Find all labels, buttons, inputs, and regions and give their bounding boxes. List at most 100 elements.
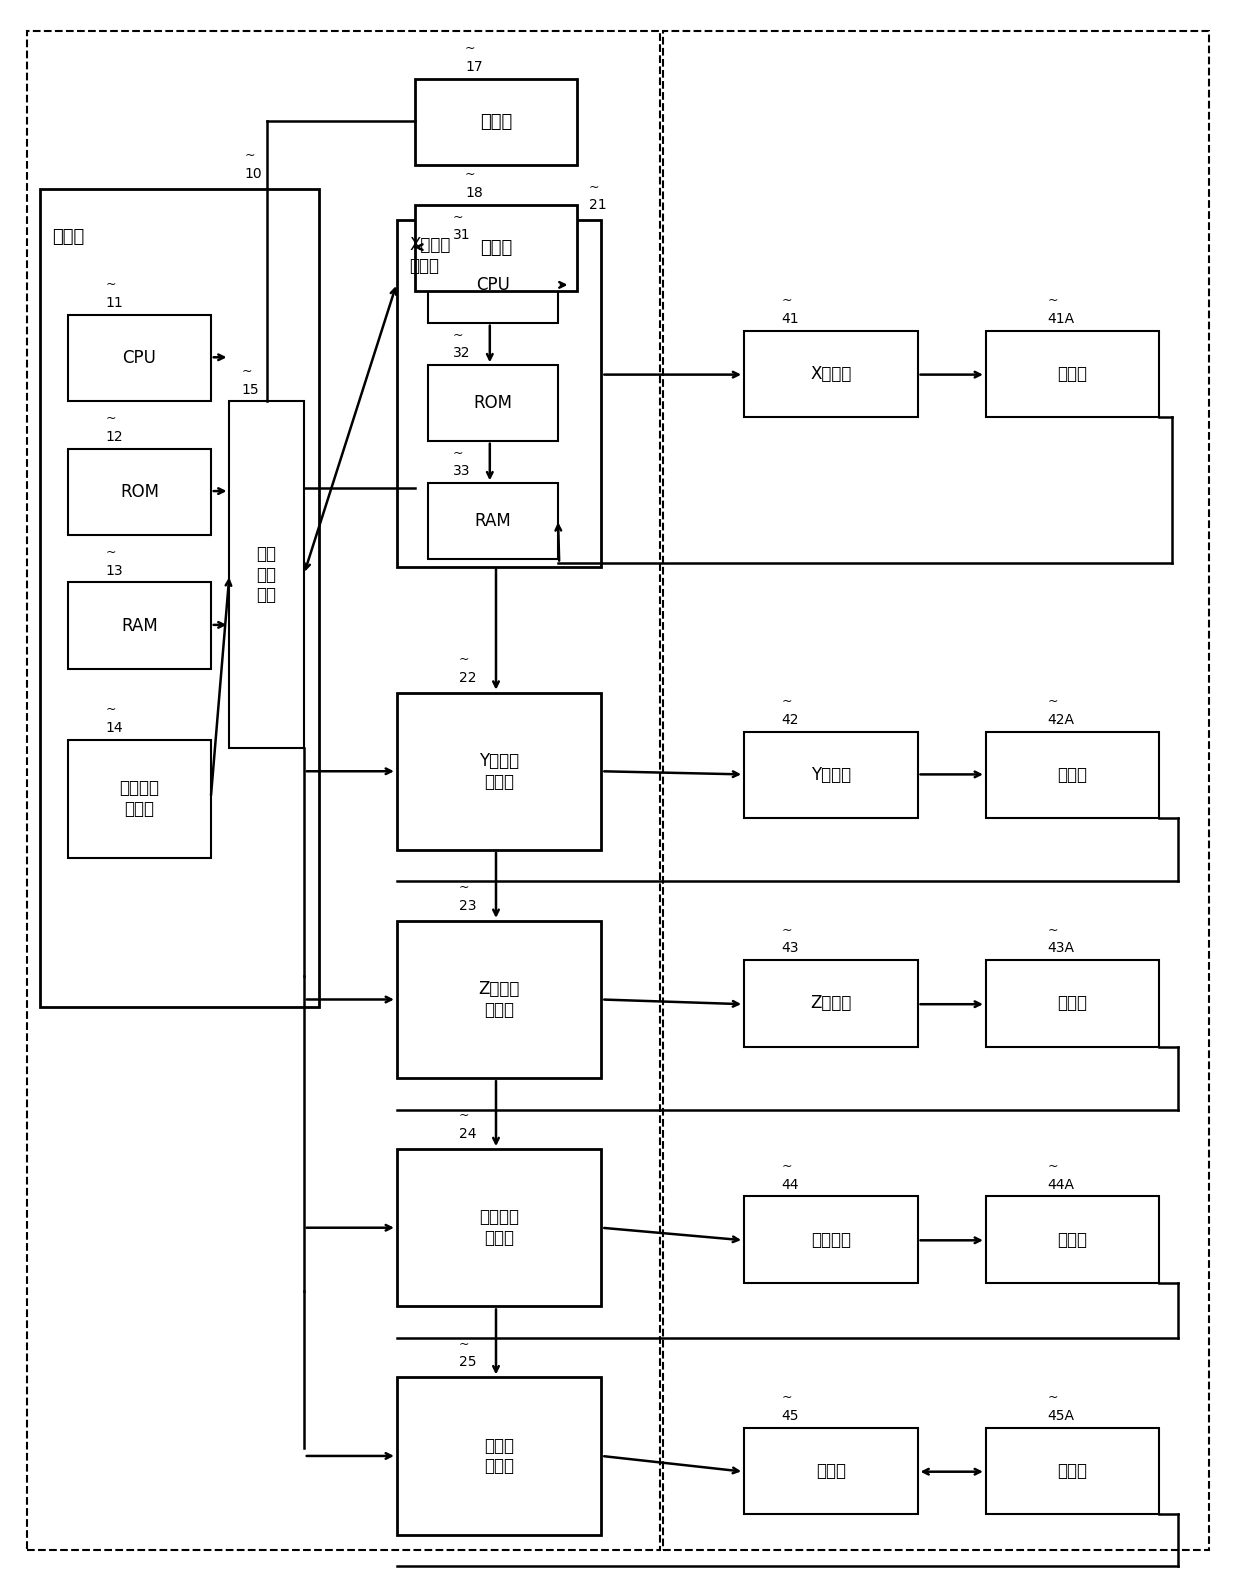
FancyBboxPatch shape (68, 449, 211, 535)
Text: 主轴马达: 主轴马达 (811, 1231, 851, 1248)
Text: 44A: 44A (1048, 1177, 1075, 1192)
FancyBboxPatch shape (428, 247, 558, 323)
Text: ROM: ROM (474, 394, 512, 412)
Text: ~: ~ (465, 42, 475, 55)
Text: 控制部: 控制部 (52, 228, 84, 246)
Text: ~: ~ (453, 447, 463, 460)
Text: 11: 11 (105, 296, 123, 310)
FancyBboxPatch shape (744, 960, 918, 1047)
Text: ~: ~ (459, 653, 469, 666)
Text: 42A: 42A (1048, 713, 1075, 727)
Text: 41A: 41A (1048, 312, 1075, 326)
Text: 编码器: 编码器 (1058, 365, 1087, 382)
Text: 库马达: 库马达 (816, 1462, 846, 1480)
Text: ~: ~ (465, 168, 475, 181)
Text: 14: 14 (105, 721, 123, 735)
Text: 输入部: 输入部 (480, 113, 512, 131)
Text: CPU: CPU (123, 349, 156, 367)
Text: ~: ~ (781, 924, 791, 937)
FancyBboxPatch shape (428, 483, 558, 559)
Text: 32: 32 (453, 346, 470, 360)
Text: 42: 42 (781, 713, 799, 727)
Text: Z轴马达: Z轴马达 (810, 995, 852, 1012)
Text: Z轴驱动
控制部: Z轴驱动 控制部 (479, 981, 520, 1018)
FancyBboxPatch shape (397, 220, 601, 567)
Text: 10: 10 (244, 167, 262, 181)
Text: 21: 21 (589, 198, 606, 212)
Text: 18: 18 (465, 186, 482, 200)
FancyBboxPatch shape (986, 732, 1159, 818)
FancyBboxPatch shape (397, 1149, 601, 1306)
Text: ~: ~ (242, 365, 252, 378)
Text: ~: ~ (781, 696, 791, 708)
Text: ROM: ROM (120, 483, 159, 501)
Text: 编码器: 编码器 (1058, 1462, 1087, 1480)
FancyBboxPatch shape (744, 1196, 918, 1283)
FancyBboxPatch shape (986, 960, 1159, 1047)
FancyBboxPatch shape (986, 331, 1159, 417)
Text: ~: ~ (781, 1160, 791, 1173)
Text: 45A: 45A (1048, 1409, 1075, 1423)
FancyBboxPatch shape (68, 740, 211, 858)
Text: ~: ~ (1048, 696, 1058, 708)
Text: ~: ~ (453, 329, 463, 342)
Text: 41: 41 (781, 312, 799, 326)
Text: 31: 31 (453, 228, 470, 242)
Text: 12: 12 (105, 430, 123, 444)
Text: ~: ~ (1048, 294, 1058, 307)
FancyBboxPatch shape (68, 582, 211, 669)
Text: 43A: 43A (1048, 941, 1075, 955)
Text: X轴驱动
控制部: X轴驱动 控制部 (409, 236, 450, 275)
Text: 编码器: 编码器 (1058, 767, 1087, 784)
Text: ~: ~ (105, 279, 115, 291)
Text: ~: ~ (459, 1110, 469, 1122)
Text: 编码器: 编码器 (1058, 995, 1087, 1012)
FancyBboxPatch shape (397, 1377, 601, 1535)
FancyBboxPatch shape (68, 315, 211, 401)
Text: ~: ~ (781, 294, 791, 307)
Text: CPU: CPU (476, 275, 510, 294)
Text: 非易失性
存储器: 非易失性 存储器 (119, 779, 160, 818)
FancyBboxPatch shape (744, 732, 918, 818)
Text: ~: ~ (589, 181, 599, 194)
Text: RAM: RAM (475, 512, 511, 530)
FancyBboxPatch shape (397, 693, 601, 850)
Text: 输入
输出
端口: 输入 输出 端口 (257, 545, 277, 604)
Text: ~: ~ (105, 412, 115, 425)
Text: ~: ~ (459, 881, 469, 894)
FancyBboxPatch shape (986, 1196, 1159, 1283)
Text: 23: 23 (459, 899, 476, 913)
Text: 13: 13 (105, 563, 123, 578)
Text: 25: 25 (459, 1355, 476, 1369)
FancyBboxPatch shape (744, 331, 918, 417)
FancyBboxPatch shape (397, 921, 601, 1078)
Text: 库驱动
控制部: 库驱动 控制部 (484, 1437, 515, 1475)
FancyBboxPatch shape (428, 365, 558, 441)
FancyBboxPatch shape (415, 79, 577, 165)
Text: ~: ~ (781, 1391, 791, 1404)
Text: 17: 17 (465, 60, 482, 74)
Text: ~: ~ (1048, 1391, 1058, 1404)
Text: ~: ~ (1048, 924, 1058, 937)
FancyBboxPatch shape (229, 401, 304, 748)
Text: RAM: RAM (122, 617, 157, 634)
Text: 22: 22 (459, 671, 476, 685)
Text: ~: ~ (453, 211, 463, 224)
Text: 编码器: 编码器 (1058, 1231, 1087, 1248)
FancyBboxPatch shape (744, 1428, 918, 1514)
Text: ~: ~ (105, 704, 115, 716)
Text: Y轴驱动
控制部: Y轴驱动 控制部 (479, 752, 520, 790)
FancyBboxPatch shape (986, 1428, 1159, 1514)
Text: 24: 24 (459, 1127, 476, 1141)
Text: 33: 33 (453, 464, 470, 478)
Text: ~: ~ (105, 546, 115, 559)
Text: ~: ~ (459, 1338, 469, 1350)
Text: ~: ~ (244, 150, 254, 162)
Text: 44: 44 (781, 1177, 799, 1192)
FancyBboxPatch shape (415, 205, 577, 291)
Text: Y轴马达: Y轴马达 (811, 767, 851, 784)
Text: ~: ~ (1048, 1160, 1058, 1173)
Text: X轴马达: X轴马达 (810, 365, 852, 382)
Text: 15: 15 (242, 382, 259, 397)
FancyBboxPatch shape (40, 189, 319, 1007)
